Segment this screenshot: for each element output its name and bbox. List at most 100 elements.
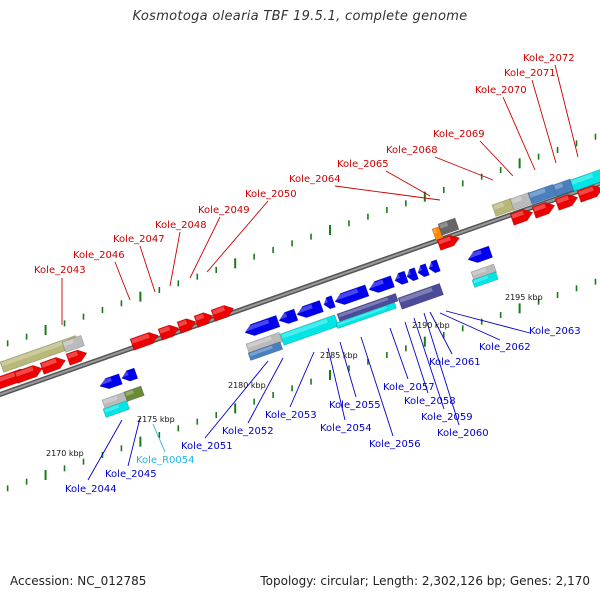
gene-label-kole-2056[interactable]: Kole_2056	[369, 439, 421, 450]
gene-kole-2048	[176, 318, 197, 334]
gene-label-layer: Kole_2043 Kole_2046 Kole_2047 Kole_2048 Kole…	[34, 53, 581, 495]
gene-label-kole-r0054[interactable]: Kole_R0054	[136, 455, 195, 466]
gene-kole-2052-shine	[278, 312, 288, 320]
leader-kole-2044	[87, 419, 123, 481]
gene-kole-2057-shape	[394, 270, 409, 285]
gene-kole-2068-shine	[493, 202, 505, 210]
gene-kole-2052-steel-shine	[249, 345, 273, 357]
leader-kole-2059	[413, 317, 445, 410]
gene-kole-2062-grey	[470, 263, 498, 281]
leader-kole-2072	[554, 64, 579, 158]
gene-kole-2068-b-shine	[511, 210, 524, 219]
gene-kole-2055-shape	[334, 284, 370, 305]
gene-label-kole-2046[interactable]: Kole_2046	[73, 250, 125, 261]
gene-kole-r0054-shape	[102, 400, 130, 418]
scale-label-2190-kbp: 2190 kbp	[412, 321, 450, 330]
genome-axis	[0, 180, 600, 398]
gene-label-kole-2060[interactable]: Kole_2060	[437, 428, 489, 439]
gene-label-kole-2063[interactable]: Kole_2063	[529, 326, 581, 337]
gene-label-kole-2048[interactable]: Kole_2048	[155, 220, 207, 231]
gene-label-kole-2070[interactable]: Kole_2070	[475, 85, 527, 96]
gene-kole-2047	[157, 324, 180, 341]
gene-forward-grey-shine	[63, 339, 74, 347]
gene-kole-2060-shine	[428, 262, 433, 268]
leader-kole-2050	[206, 200, 269, 273]
gene-kole-2054	[323, 295, 336, 310]
gene-kole-2055-navy-shape	[336, 293, 399, 322]
gene-label-kole-2044[interactable]: Kole_2044	[65, 484, 117, 495]
gene-label-kole-2052[interactable]: Kole_2052	[222, 426, 274, 437]
gene-label-kole-2072[interactable]: Kole_2072	[523, 53, 575, 64]
gene-kole-r0054	[102, 400, 130, 418]
gene-label-kole-2053[interactable]: Kole_2053	[265, 410, 317, 421]
gene-kole-2065-b-shine	[438, 236, 451, 245]
gene-kole-2050	[210, 305, 235, 322]
gene-label-kole-2050[interactable]: Kole_2050	[245, 189, 297, 200]
leader-kole-2052	[247, 357, 284, 424]
gene-kole-2058-shape	[406, 267, 419, 282]
gene-kole-2052	[278, 308, 299, 324]
gene-kole-2059	[417, 263, 430, 278]
gene-forward-2-shine	[15, 366, 34, 377]
gene-kole-2045-olive	[123, 385, 145, 402]
gene-kole-2051	[244, 315, 281, 336]
gene-kole-2049-shine	[195, 313, 205, 321]
gene-label-kole-2057[interactable]: Kole_2057	[383, 382, 435, 393]
gene-label-kole-2047[interactable]: Kole_2047	[113, 234, 165, 245]
gene-kole-2064-shine	[433, 228, 437, 234]
gene-kole-2062-shape	[467, 245, 494, 263]
leader-kole-2058	[404, 321, 429, 394]
gene-kole-2044-b	[121, 367, 139, 382]
gene-label-kole-2068[interactable]: Kole_2068	[386, 145, 438, 156]
tick-row-top	[6, 133, 597, 347]
gene-label-kole-2065[interactable]: Kole_2065	[337, 159, 389, 170]
leader-kole-2056	[360, 336, 394, 437]
gene-kole-2056-shine	[368, 279, 384, 289]
gene-label-kole-2055[interactable]: Kole_2055	[329, 400, 381, 411]
gene-kole-2056	[368, 275, 395, 293]
leader-kole-2054	[327, 347, 346, 421]
gene-label-kole-2062[interactable]: Kole_2062	[479, 342, 531, 353]
gene-kole-2065-b	[436, 235, 461, 251]
gene-kole-2062	[467, 245, 494, 263]
gene-kole-2057-shine	[394, 274, 401, 280]
gene-label-kole-2051[interactable]: Kole_2051	[181, 441, 233, 452]
gene-label-kole-2061[interactable]: Kole_2061	[429, 357, 481, 368]
gene-label-kole-2043[interactable]: Kole_2043	[34, 265, 86, 276]
gene-kole-2071-shine	[554, 182, 564, 190]
gene-label-kole-2071[interactable]: Kole_2071	[504, 68, 556, 79]
genome-summary-text: Topology: circular; Length: 2,302,126 bp…	[260, 574, 590, 588]
gene-kole-2055	[334, 284, 370, 305]
gene-label-kole-2049[interactable]: Kole_2049	[198, 205, 250, 216]
leader-kole-2069	[479, 140, 514, 177]
leader-kole-2065	[385, 170, 431, 197]
gene-kole-2060-shape	[428, 259, 441, 274]
gene-label-kole-2059[interactable]: Kole_2059	[421, 412, 473, 423]
gene-kole-2062-grey-shape	[470, 263, 498, 281]
gene-forward-2-shape	[13, 365, 43, 384]
gene-label-kole-2064[interactable]: Kole_2064	[289, 174, 341, 185]
page-title: Kosmotoga olearia TBF 19.5.1, complete g…	[132, 9, 468, 24]
gene-forward-3-shine	[41, 358, 57, 368]
gene-kole-2045-olive-shape	[123, 385, 145, 402]
gene-label-kole-2045[interactable]: Kole_2045	[105, 469, 157, 480]
gene-kole-2055-navy	[336, 293, 399, 322]
gene-label-kole-2069[interactable]: Kole_2069	[433, 129, 485, 140]
scale-label-2195-kbp: 2195 kbp	[505, 293, 543, 302]
gene-label-kole-2058[interactable]: Kole_2058	[404, 396, 456, 407]
scale-label-2175-kbp: 2175 kbp	[137, 415, 175, 424]
gene-forward-3	[39, 357, 67, 375]
gene-kole-2072-shine	[571, 173, 594, 185]
gene-kole-2044-shine	[99, 377, 112, 386]
gene-kole-2056-cyan	[335, 302, 397, 330]
gene-forward-4-shine	[67, 351, 79, 359]
gene-label-kole-2054[interactable]: Kole_2054	[320, 423, 372, 434]
gene-kole-2063-shine	[473, 275, 489, 284]
gene-kole-2063	[471, 271, 499, 288]
gene-kole-2061-shape	[397, 283, 444, 310]
tick-row-bottom	[6, 278, 597, 492]
tick-layer	[6, 133, 597, 492]
gene-kole-2051-grey-shape	[245, 332, 283, 354]
gene-kole-2056-shape	[368, 275, 395, 293]
gene-kole-2047-shape	[157, 324, 180, 341]
